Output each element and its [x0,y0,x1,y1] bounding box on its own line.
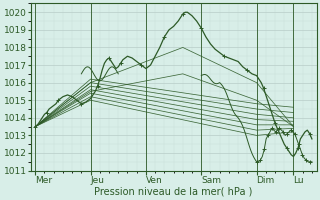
X-axis label: Pression niveau de la mer( hPa ): Pression niveau de la mer( hPa ) [94,187,253,197]
